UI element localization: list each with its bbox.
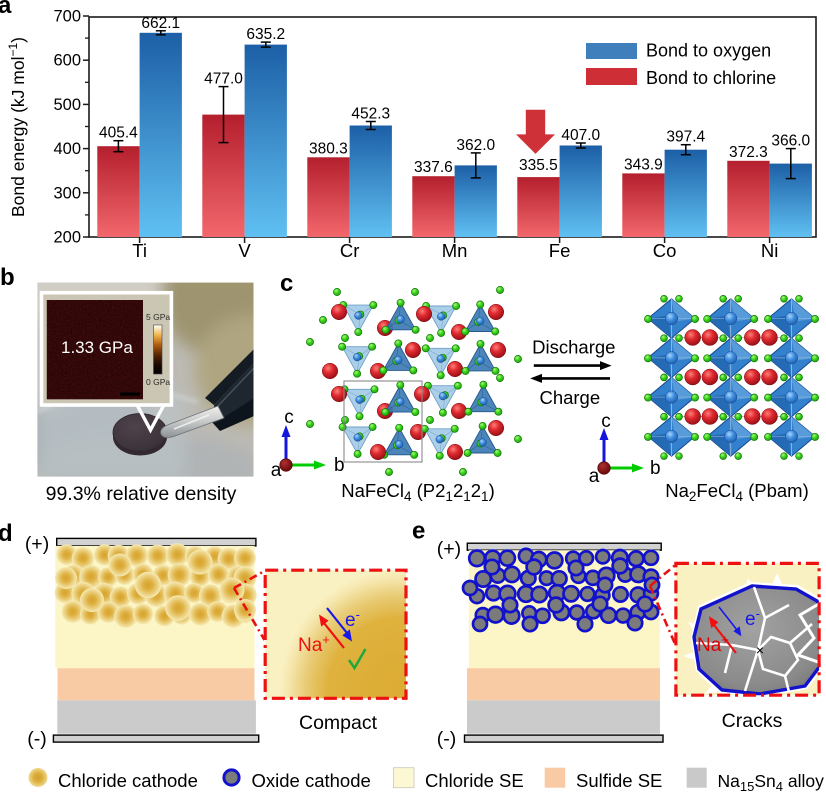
- svg-text:Oxide cathode: Oxide cathode: [252, 770, 371, 791]
- svg-text:5 GPa: 5 GPa: [146, 312, 170, 322]
- svg-text:343.9: 343.9: [624, 156, 663, 173]
- svg-text:99.3% relative density: 99.3% relative density: [46, 483, 237, 505]
- svg-text:b: b: [334, 455, 345, 476]
- svg-text:Discharge: Discharge: [532, 337, 615, 358]
- svg-text:Co: Co: [653, 240, 677, 261]
- svg-text:a: a: [589, 466, 600, 487]
- svg-text:477.0: 477.0: [204, 71, 243, 88]
- svg-text:200: 200: [53, 229, 81, 247]
- svg-text:Fe: Fe: [549, 240, 571, 261]
- svg-text:600: 600: [53, 52, 81, 70]
- svg-text:Mn: Mn: [442, 240, 468, 261]
- svg-text:337.6: 337.6: [414, 159, 453, 176]
- svg-text:Bond to oxygen: Bond to oxygen: [646, 41, 771, 61]
- svg-text:372.3: 372.3: [729, 144, 768, 161]
- svg-text:a: a: [0, 0, 12, 19]
- svg-text:0 GPa: 0 GPa: [146, 377, 170, 387]
- svg-text:Chloride SE: Chloride SE: [425, 770, 524, 791]
- svg-text:Chloride cathode: Chloride cathode: [58, 770, 198, 791]
- svg-text:e: e: [412, 518, 425, 545]
- svg-text:b: b: [650, 458, 661, 479]
- svg-text:400: 400: [53, 140, 81, 158]
- svg-text:Sulfide SE: Sulfide SE: [576, 770, 662, 791]
- svg-text:500: 500: [53, 96, 81, 114]
- svg-text:(-): (-): [27, 728, 46, 750]
- svg-text:700: 700: [53, 8, 81, 26]
- svg-text:(-): (-): [437, 728, 456, 750]
- svg-text:Cracks: Cracks: [722, 710, 783, 732]
- svg-text:c: c: [601, 411, 611, 432]
- svg-text:Na15Sn4 alloy: Na15Sn4 alloy: [718, 771, 825, 793]
- svg-text:1.33 GPa: 1.33 GPa: [61, 338, 133, 357]
- svg-text:d: d: [0, 520, 13, 547]
- svg-text:Ni: Ni: [761, 240, 778, 261]
- svg-text:V: V: [238, 240, 251, 261]
- svg-text:(+): (+): [437, 538, 461, 560]
- svg-text:362.0: 362.0: [456, 137, 495, 154]
- svg-text:635.2: 635.2: [246, 26, 285, 43]
- svg-text:366.0: 366.0: [771, 133, 810, 150]
- svg-text:407.0: 407.0: [561, 127, 600, 144]
- svg-text:Na2FeCl4 (Pbam): Na2FeCl4 (Pbam): [665, 480, 809, 504]
- svg-text:Charge: Charge: [539, 387, 600, 408]
- svg-text:Bond to chlorine: Bond to chlorine: [646, 68, 776, 88]
- svg-text:(+): (+): [25, 533, 49, 555]
- svg-text:c: c: [280, 270, 293, 297]
- svg-text:397.4: 397.4: [666, 129, 705, 146]
- svg-text:300: 300: [53, 184, 81, 202]
- svg-text:405.4: 405.4: [99, 125, 138, 142]
- svg-text:662.1: 662.1: [141, 15, 180, 32]
- svg-text:Cr: Cr: [340, 240, 360, 261]
- svg-text:NaFeCl4 (P212121): NaFeCl4 (P212121): [341, 480, 494, 504]
- svg-text:c: c: [284, 407, 294, 428]
- svg-text:a: a: [271, 460, 282, 481]
- svg-text:Compact: Compact: [299, 712, 378, 734]
- svg-text:Bond energy (kJ mol−1): Bond energy (kJ mol−1): [6, 37, 28, 217]
- svg-text:b: b: [0, 264, 15, 291]
- svg-text:380.3: 380.3: [309, 140, 348, 157]
- svg-text:Ti: Ti: [132, 240, 147, 261]
- svg-text:335.5: 335.5: [519, 157, 558, 174]
- svg-text:×: ×: [756, 642, 764, 658]
- svg-text:452.3: 452.3: [351, 106, 390, 123]
